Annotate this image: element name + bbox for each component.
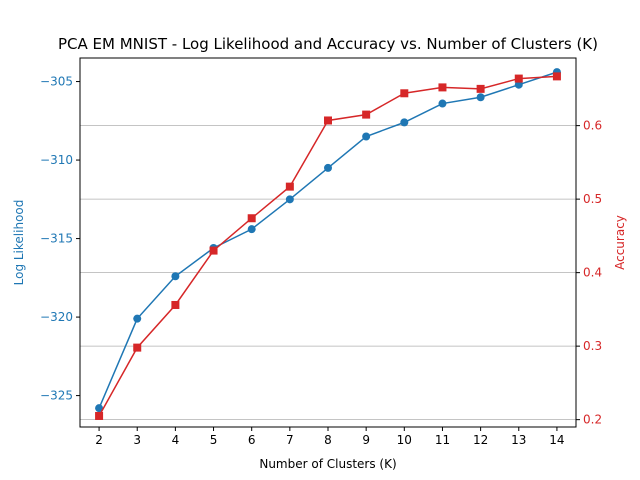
x-tick-label: 13 [511,433,526,447]
log-likelihood-point [438,99,447,108]
log-likelihood-point [324,163,332,172]
x-tick-label: 3 [133,433,141,447]
log-likelihood-point [247,225,256,234]
accuracy-point [95,411,104,420]
y-right-tick-label: 0.4 [583,266,602,280]
y-right-tick-label: 0.6 [583,119,602,133]
accuracy-line [98,75,557,417]
plot-frame [79,57,577,428]
y-left-tick-label: −320 [40,310,73,324]
accuracy-point [400,89,409,98]
series-layer [95,68,561,420]
y-axis-left-label: Log Likelihood [12,200,26,286]
x-tick-label: 2 [95,433,103,447]
x-tick-label: 6 [248,433,256,447]
accuracy-point [209,246,218,255]
y-right-tick-label: 0.3 [583,339,602,353]
x-tick-label: 14 [549,433,564,447]
log-likelihood-point [362,132,371,141]
x-tick-label: 10 [397,433,412,447]
y-axis-left: −325 −320 −315 −310 −305 [40,75,80,403]
accuracy-point [324,116,332,125]
y-right-tick-label: 0.5 [583,192,602,206]
log-likelihood-point [514,80,523,89]
accuracy-point [171,300,180,309]
x-tick-label: 7 [286,433,294,447]
x-axis-label: Number of Clusters (K) [259,457,396,471]
x-tick-label: 4 [172,433,180,447]
accuracy-point [133,343,142,352]
y-axis-right-label: Accuracy [613,215,627,270]
log-likelihood-point [95,404,104,413]
accuracy-point [362,110,371,119]
accuracy-point [476,84,485,93]
log-likelihood-point [171,272,180,281]
x-axis: 2 3 4 5 6 7 8 9 10 11 12 13 14 [95,427,565,447]
chart-title: PCA EM MNIST - Log Likelihood and Accura… [58,35,598,53]
y-right-tick-label: 0.2 [583,413,602,427]
log-likelihood-point [400,118,409,127]
log-likelihood-point [476,93,485,102]
accuracy-point [552,72,561,81]
x-tick-label: 8 [324,433,332,447]
accuracy-point [514,74,523,83]
log-likelihood-point [285,195,294,204]
x-tick-label: 11 [435,433,450,447]
y-left-tick-label: −310 [40,153,73,167]
y-left-tick-label: −315 [40,232,73,246]
accuracy-point [247,214,256,223]
x-tick-label: 12 [473,433,488,447]
accuracy-point [285,182,294,191]
x-tick-label: 9 [362,433,370,447]
grid [80,125,576,421]
x-tick-label: 5 [210,433,218,447]
y-left-tick-label: −325 [40,389,73,403]
y-axis-right: 0.2 0.3 0.4 0.5 0.6 [576,119,602,427]
log-likelihood-point [133,314,142,323]
accuracy-point [438,83,447,92]
y-left-tick-label: −305 [40,75,73,89]
